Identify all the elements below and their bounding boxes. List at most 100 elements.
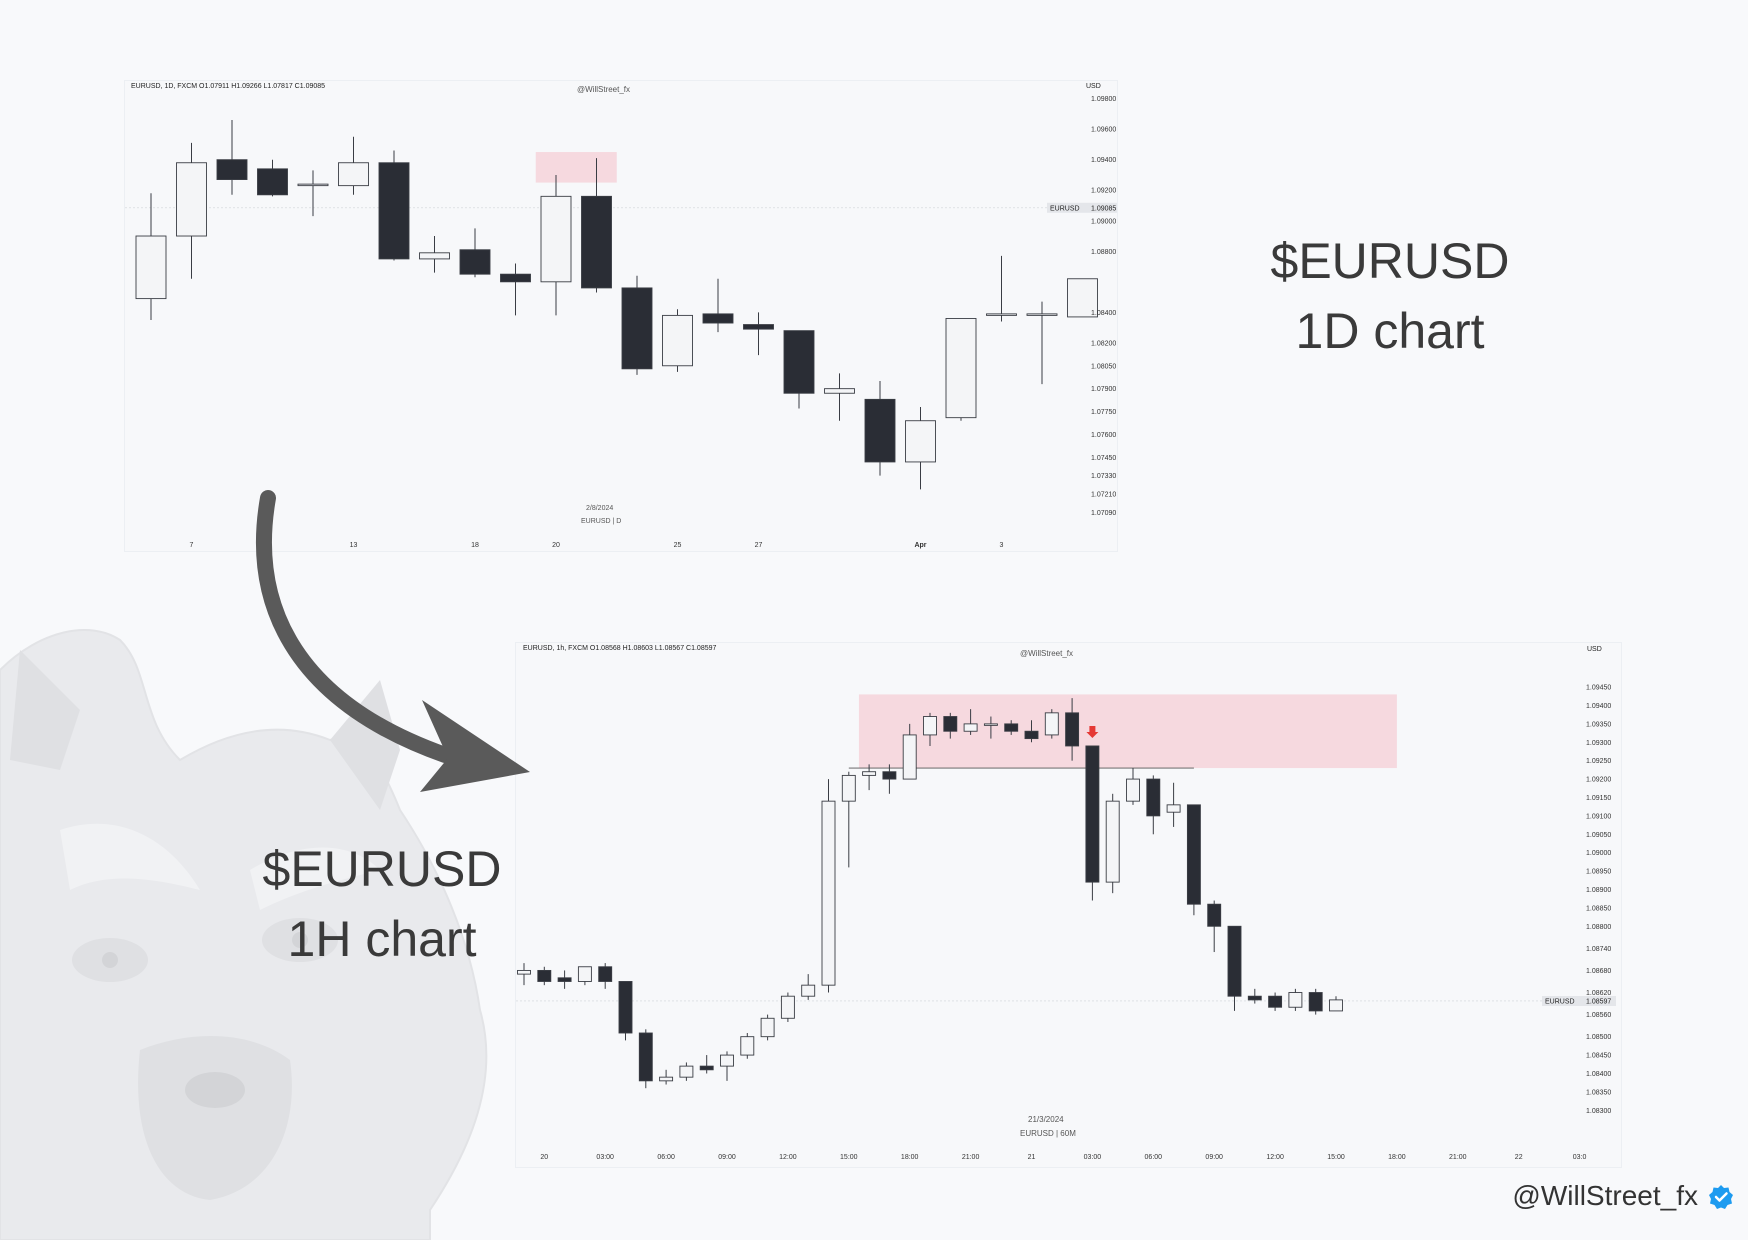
bearish-candle [500, 273, 531, 283]
price-tag-value: 1.08597 [1586, 998, 1611, 1005]
y-axis-tick-label: 1.09050 [1586, 832, 1611, 839]
caption-line-timeframe: 1D chart [1295, 303, 1485, 359]
verified-badge-icon [1709, 1185, 1733, 1209]
bearish-candle [1207, 903, 1222, 927]
y-axis-tick-label: 1.08800 [1586, 924, 1611, 931]
bullish-candle [540, 195, 572, 283]
author-handle: @WillStreet_fx [1512, 1180, 1698, 1211]
hourly-chart-caption: $EURUSD 1H chart [222, 834, 542, 974]
chart-header: EURUSD, 1h, FXCM O1.08568 H1.08603 L1.08… [523, 645, 717, 652]
bearish-candle [1024, 730, 1039, 740]
x-axis-tick-label: 22 [1515, 1154, 1523, 1161]
bearish-candle [598, 966, 613, 982]
y-axis-tick-label: 1.08500 [1586, 1034, 1611, 1041]
bullish-candle [945, 317, 977, 419]
chart-symbol-label: EURUSD | 60M [1020, 1129, 1076, 1138]
bearish-candle [1247, 995, 1262, 1001]
price-tag-symbol: EURUSD [1050, 205, 1080, 212]
bearish-candle [882, 771, 897, 780]
chart-date-label: 2/8/2024 [586, 505, 614, 512]
x-axis-tick-label: 21 [1028, 1154, 1036, 1161]
red-arrow-marker-icon [1086, 725, 1099, 738]
y-axis-tick-label: 1.09250 [1586, 758, 1611, 765]
y-axis-tick-label: 1.09300 [1586, 740, 1611, 747]
y-axis-tick-label: 1.07330 [1091, 473, 1116, 480]
y-axis-tick-label: 1.09400 [1091, 157, 1116, 164]
bullish-candle [923, 716, 937, 736]
bearish-candle [216, 159, 248, 180]
hourly-candlestick-chart: 1.09450 1.09400 1.09350 1.09300 1.09250 1.092… [516, 685, 1616, 1161]
bearish-candle [943, 716, 958, 732]
x-axis-tick-label: 12:00 [1266, 1154, 1284, 1161]
y-axis-tick-label: 1.07450 [1091, 455, 1116, 462]
bullish-candle [720, 1054, 734, 1067]
bullish-candle [963, 723, 978, 732]
bullish-candle [135, 235, 167, 300]
y-axis-tick-label: 1.09150 [1586, 795, 1611, 802]
x-axis-tick-label: 25 [674, 542, 682, 549]
daily-chart-caption: $EURUSD 1D chart [1230, 226, 1550, 366]
bullish-candle [1126, 778, 1140, 802]
bullish-candle [176, 162, 207, 237]
y-axis-tick-label: 1.08400 [1091, 310, 1116, 317]
y-axis-tick-label: 1.08850 [1586, 905, 1611, 912]
bullish-candle [983, 723, 998, 726]
x-axis-tick-label: 06:00 [657, 1154, 675, 1161]
y-axis-tick-label: 1.08620 [1586, 990, 1611, 997]
x-axis-tick-label: 3 [1000, 542, 1004, 549]
bullish-candle [1067, 278, 1098, 318]
x-axis-tick-label: 06:00 [1145, 1154, 1163, 1161]
bullish-candle [841, 774, 856, 802]
bullish-candle [1288, 992, 1303, 1008]
x-axis-tick-label: 09:00 [718, 1154, 736, 1161]
x-axis-tick-label: 7 [190, 542, 194, 549]
daily-chart-panel: 1.09800 1.09600 1.09400 1.09200 1.09000 1.088… [124, 80, 1118, 552]
y-axis-tick-label: 1.08900 [1586, 887, 1611, 894]
bearish-candle [1004, 723, 1019, 732]
bearish-candle [557, 977, 572, 982]
x-axis-tick-label: 03:00 [1084, 1154, 1102, 1161]
bearish-candle [1146, 778, 1161, 817]
bullish-candle [577, 966, 592, 982]
daily-candlestick-chart: 1.09800 1.09600 1.09400 1.09200 1.09000 1.088… [125, 96, 1117, 549]
x-axis-tick-label: 18:00 [1388, 1154, 1406, 1161]
bullish-candle [1329, 999, 1343, 1012]
x-axis-tick-label: 20 [552, 542, 560, 549]
bearish-candle [459, 249, 491, 275]
chart-watermark: @WillStreet_fx [577, 85, 631, 94]
bullish-candle [902, 734, 917, 780]
bearish-candle [581, 195, 612, 289]
bullish-candle [760, 1017, 775, 1038]
chart-watermark: @WillStreet_fx [1020, 649, 1074, 658]
highlight-zone [535, 152, 617, 183]
bullish-candle [1166, 804, 1181, 813]
bullish-candle [297, 183, 329, 187]
x-axis-tick-label: 15:00 [1327, 1154, 1345, 1161]
y-axis-tick-label: 1.09350 [1586, 721, 1611, 728]
x-axis-tick-label: 12:00 [779, 1154, 797, 1161]
currency-label: USD [1587, 646, 1602, 653]
y-axis-tick-label: 1.08200 [1091, 340, 1116, 347]
bearish-candle [864, 398, 896, 463]
y-axis-tick-label: 1.08450 [1586, 1053, 1611, 1060]
currency-label: USD [1086, 83, 1101, 90]
chart-date-label: 21/3/2024 [1028, 1115, 1064, 1124]
x-axis-tick-label: 13 [350, 542, 358, 549]
x-axis-tick-label: 03:00 [596, 1154, 614, 1161]
bearish-candle [257, 168, 288, 196]
bearish-candle [378, 162, 410, 260]
bullish-candle [1044, 712, 1059, 736]
price-tag-background [1542, 995, 1616, 1006]
bearish-candle [1186, 804, 1201, 905]
caption-line-timeframe: 1H chart [287, 911, 477, 967]
y-axis-tick-label: 1.09450 [1586, 685, 1611, 692]
y-axis-tick-label: 1.08800 [1091, 249, 1116, 256]
y-axis-tick-label: 1.07210 [1091, 491, 1116, 498]
y-axis-tick-label: 1.07600 [1091, 432, 1116, 439]
bearish-candle [743, 324, 774, 330]
bullish-candle [824, 388, 855, 394]
x-axis-tick-label: 27 [755, 542, 763, 549]
x-axis-tick-label: 15:00 [840, 1154, 858, 1161]
wolf-background-illustration [0, 629, 488, 1240]
y-axis-tick-label: 1.09000 [1091, 218, 1116, 225]
